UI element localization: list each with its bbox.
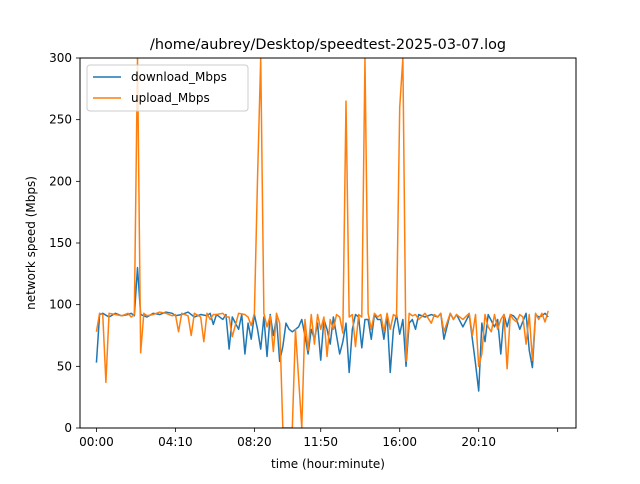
y-tick-label: 50 — [57, 359, 72, 373]
x-axis: 00:00 04:10 08:20 11:50 16:00 20:10 — [79, 428, 559, 449]
x-tick-label: 11:50 — [303, 435, 338, 449]
legend: download_Mbps upload_Mbps — [86, 64, 249, 112]
chart-title: /home/aubrey/Desktop/speedtest-2025-03-0… — [150, 37, 506, 53]
legend-label: upload_Mbps — [131, 91, 210, 105]
y-axis-label: network speed (Mbps) — [24, 176, 38, 310]
y-tick-label: 300 — [49, 51, 72, 65]
y-tick-label: 0 — [64, 421, 72, 435]
y-tick-label: 150 — [49, 236, 72, 250]
x-tick-label: 04:10 — [158, 435, 193, 449]
plot-frame — [79, 57, 577, 429]
x-tick-label: 20:10 — [461, 435, 496, 449]
x-tick-label: 00:00 — [79, 435, 114, 449]
legend-label: download_Mbps — [131, 70, 227, 84]
x-tick-label: 08:20 — [237, 435, 272, 449]
series-line-upload-mbps — [95, 58, 549, 428]
y-tick-label: 250 — [49, 113, 72, 127]
y-axis: 0 50 100 150 200 250 300 — [49, 51, 80, 435]
x-axis-label: time (hour:minute) — [271, 457, 385, 471]
x-tick-label: 16:00 — [382, 435, 417, 449]
legend-box — [86, 64, 249, 112]
series-line-download-mbps — [95, 266, 549, 392]
y-tick-label: 200 — [49, 174, 72, 188]
y-tick-label: 100 — [49, 298, 72, 312]
